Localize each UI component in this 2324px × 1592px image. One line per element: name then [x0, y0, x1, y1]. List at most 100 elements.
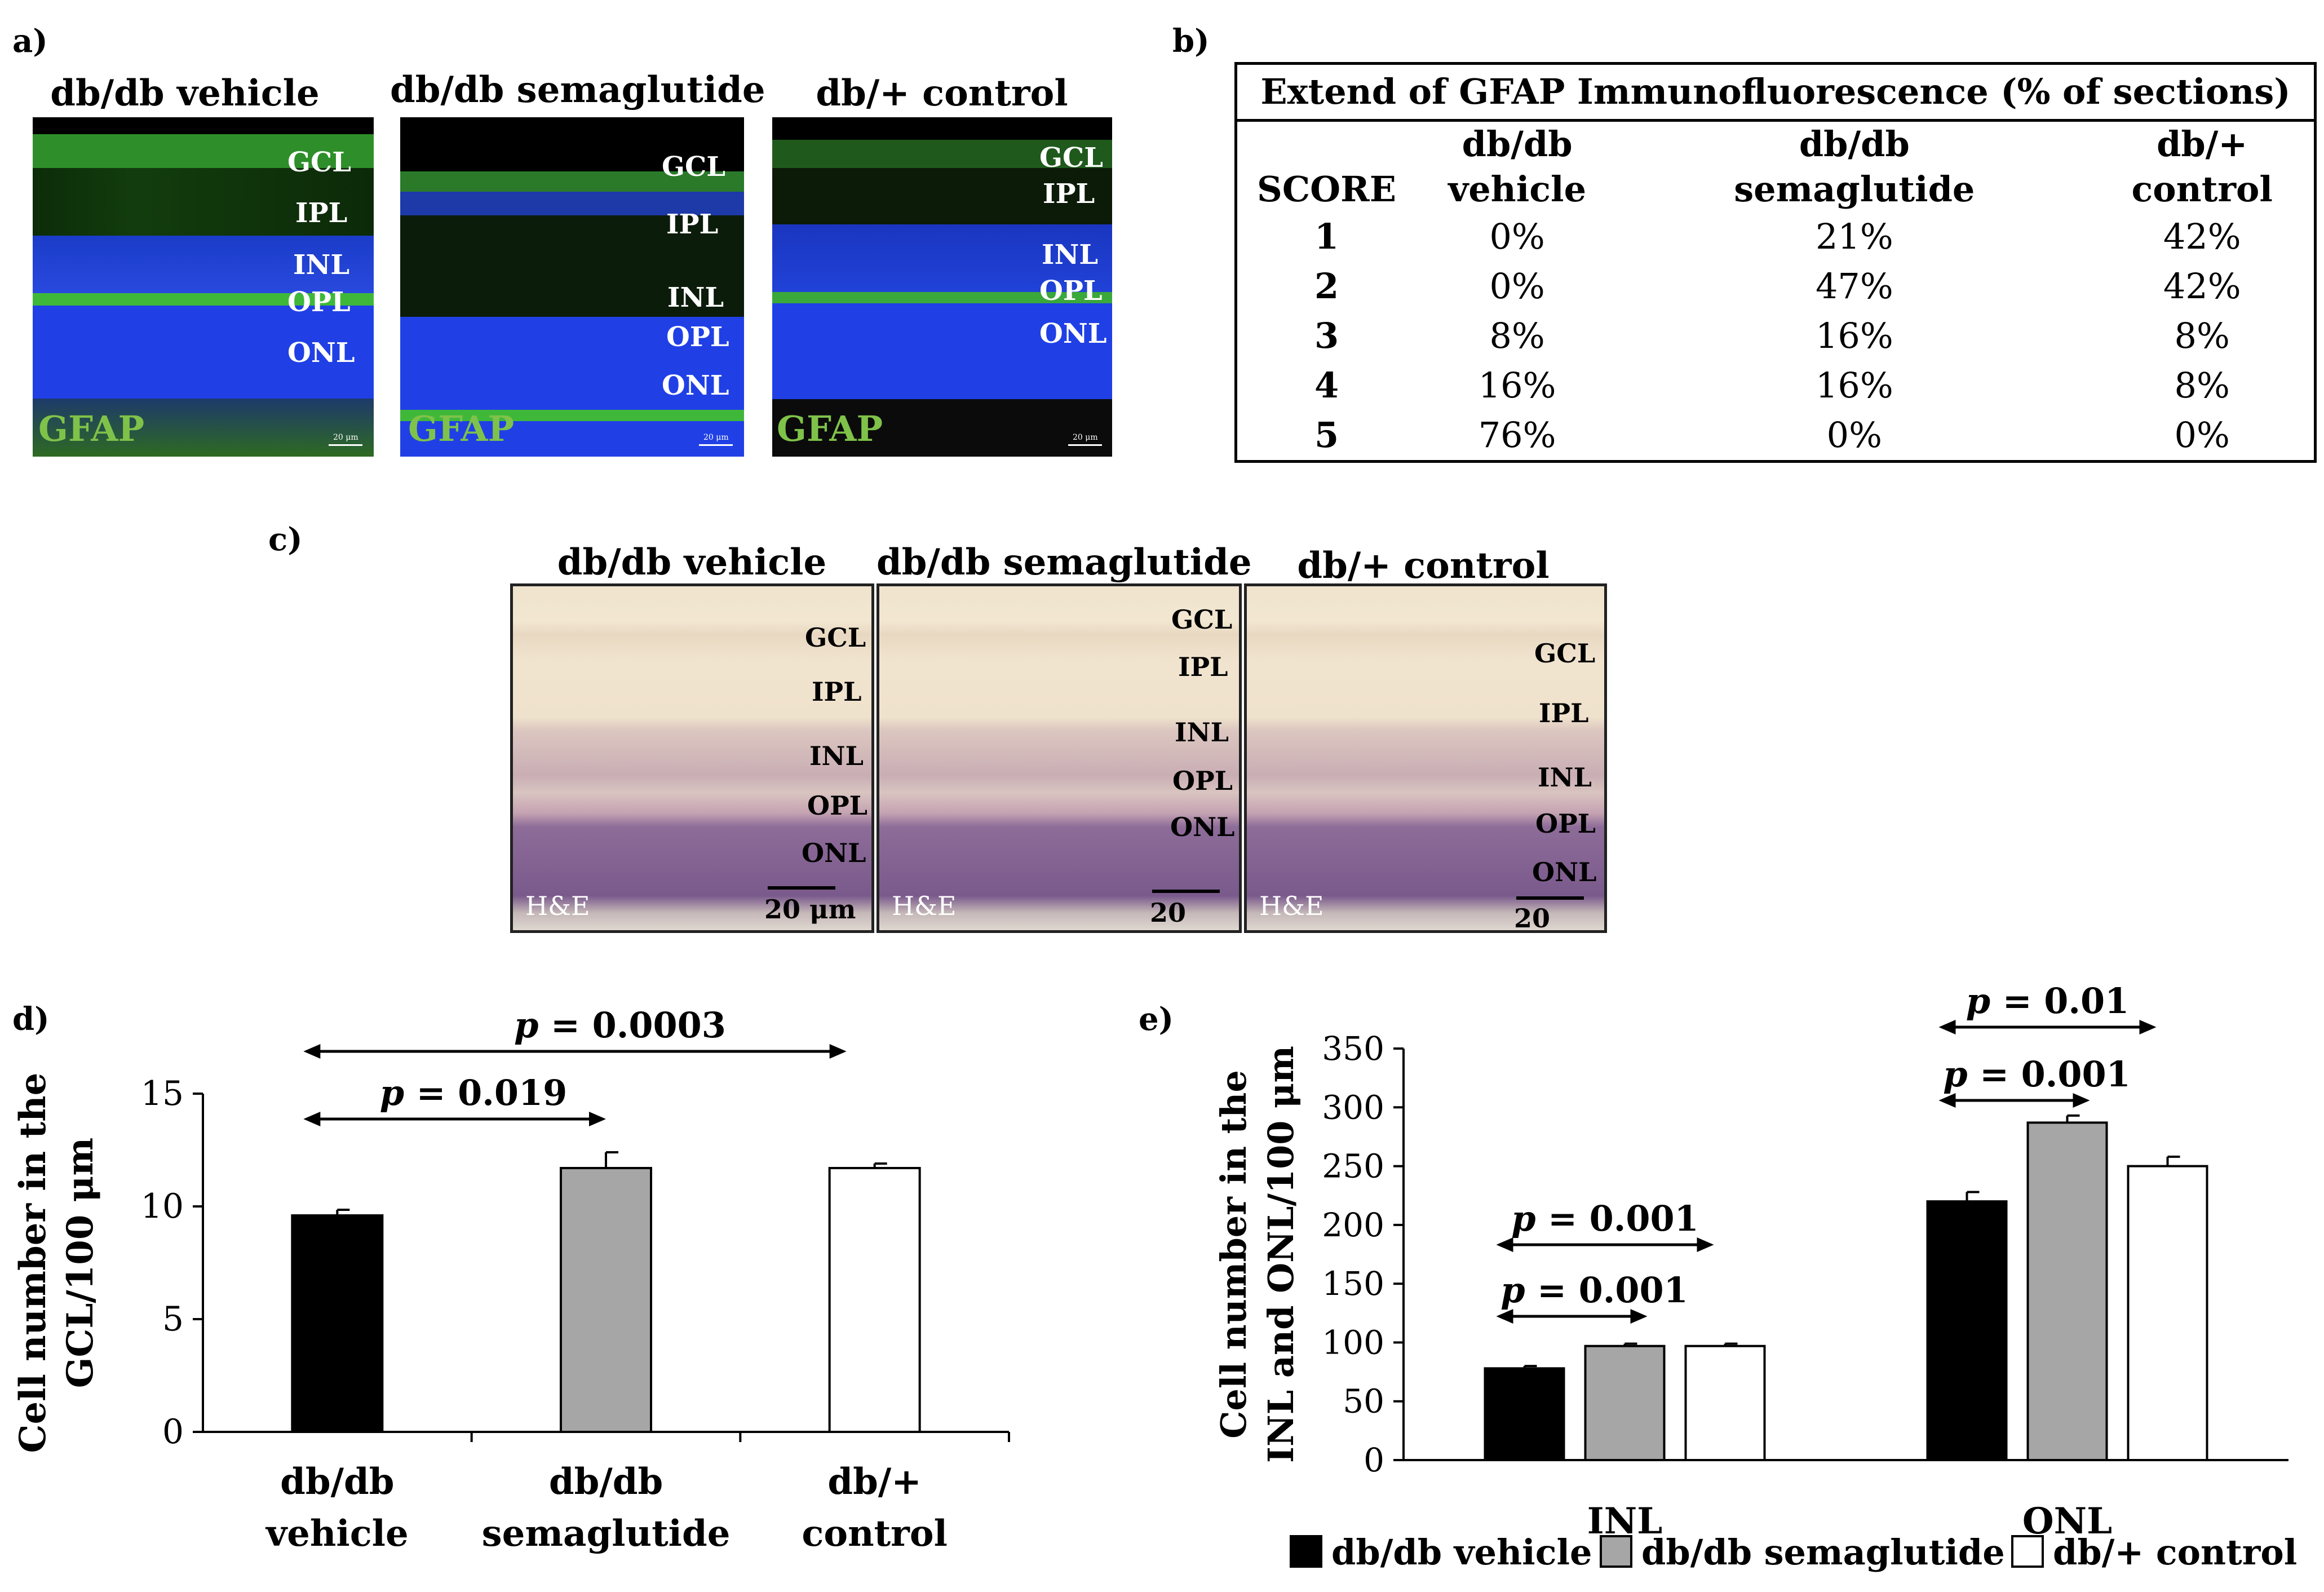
- y-tick-label: 10: [141, 1187, 184, 1226]
- gfap-micrograph-semaglutide: GCL IPL INL OPL ONL GFAP 20 μm: [400, 117, 744, 457]
- y-tick-label: 15: [141, 1074, 184, 1113]
- scale-bar-label: 20 μm: [764, 894, 856, 925]
- layer-label-ipl: IPL: [1043, 178, 1095, 210]
- scale-bar: [1516, 896, 1584, 900]
- layer-label-onl: ONL: [1532, 857, 1597, 887]
- y-tick-label: 350: [1322, 1029, 1384, 1068]
- p-value-label: p = 0.0003: [514, 1005, 726, 1046]
- significance-arrow: [303, 1044, 847, 1059]
- chart-gcl-cell-number: 0 5 10 15 db/db vehicle db/db semaglutide db/+ co…: [12, 1005, 1010, 1555]
- bar-inl-db---control: [1684, 1345, 1766, 1462]
- scale-bar-label: 20 μm: [703, 433, 729, 442]
- significance-arrow: [303, 1112, 606, 1126]
- panel-label-c: c): [268, 521, 303, 558]
- svg-text:INL and ONL/100 μm: INL and ONL/100 μm: [1260, 1046, 1302, 1463]
- bar-inl-db-db-vehicle: [1484, 1367, 1565, 1461]
- layer-label-opl: OPL: [1039, 275, 1103, 307]
- scale-bar: [1068, 444, 1102, 446]
- layer-label-ipl: IPL: [1539, 698, 1589, 728]
- significance-arrow: [1496, 1309, 1648, 1324]
- legend-label: db/db vehicle: [1331, 1532, 1592, 1573]
- svg-text:GCL/100 μm: GCL/100 μm: [59, 1138, 101, 1388]
- layer-label-inl: INL: [667, 282, 724, 313]
- layer-label-inl: INL: [1538, 762, 1592, 793]
- col-header: db/+: [2157, 123, 2248, 165]
- x-tick-label: db/db: [280, 1461, 394, 1503]
- layer-label-inl: INL: [293, 249, 350, 281]
- layer-label-ipl: IPL: [1178, 652, 1228, 682]
- col-header: db/db: [1462, 123, 1573, 165]
- x-tick-label: control: [802, 1513, 947, 1555]
- y-tick-label: 150: [1322, 1264, 1384, 1303]
- y-tick-label: 5: [162, 1299, 184, 1339]
- bar-onl-db---control: [2127, 1165, 2208, 1462]
- layer-label-opl: OPL: [807, 790, 868, 821]
- layer-label-opl: OPL: [287, 286, 351, 318]
- layer-label-opl: OPL: [1535, 808, 1596, 839]
- he-stain-label: H&E: [525, 891, 590, 921]
- y-tick-label: 0: [1364, 1441, 1384, 1479]
- panel-c-title-vehicle: db/db vehicle: [557, 541, 827, 583]
- layer-label-gcl: GCL: [1039, 142, 1103, 174]
- layer-label-gcl: GCL: [1534, 638, 1596, 669]
- table-row: 3 8% 16% 8%: [1314, 315, 2230, 356]
- p-value-label: p = 0.001: [1511, 1198, 1699, 1239]
- p-value-label: p = 0.019: [380, 1072, 568, 1113]
- he-micrograph-semaglutide: GCL IPL INL OPL ONL H&E 20 μm: [877, 583, 1242, 933]
- y-tick-label: 250: [1322, 1147, 1384, 1186]
- bar-db---control: [828, 1167, 921, 1433]
- table-row: 4 16% 16% 8%: [1314, 365, 2230, 406]
- he-stain-label: H&E: [1259, 891, 1324, 921]
- y-tick-label: 100: [1322, 1323, 1384, 1361]
- table-row: 5 76% 0% 0%: [1314, 414, 2230, 456]
- gfap-stain-label: GFAP: [38, 408, 145, 449]
- scale-bar: [699, 444, 733, 446]
- y-axis-label: Cell number in the INL and ONL/100 μm: [1213, 1046, 1302, 1463]
- layer-label-gcl: GCL: [805, 622, 866, 653]
- layer-label-onl: ONL: [802, 838, 866, 868]
- layer-label-onl: ONL: [662, 370, 729, 401]
- gfap-score-table: Extend of GFAP Immunofluorescence (% of …: [1234, 62, 2317, 463]
- legend-label: db/+ control: [2053, 1532, 2297, 1573]
- x-tick-label: semaglutide: [482, 1513, 731, 1555]
- col-header: semaglutide: [1734, 169, 1975, 210]
- legend-label: db/db semaglutide: [1641, 1532, 2005, 1573]
- y-tick-label: 50: [1343, 1382, 1384, 1421]
- legend-swatch: [2011, 1535, 2044, 1568]
- panel-a-title-vehicle: db/db vehicle: [50, 72, 320, 114]
- he-stain-label: H&E: [892, 891, 957, 921]
- panel-c-title-control: db/+ control: [1297, 545, 1550, 587]
- scale-bar: [329, 444, 362, 446]
- gfap-stain-label: GFAP: [408, 408, 515, 449]
- layer-label-gcl: GCL: [662, 151, 725, 183]
- col-header: db/db: [1799, 123, 1910, 165]
- col-header: vehicle: [1448, 169, 1587, 210]
- gfap-micrograph-vehicle: GCL IPL INL OPL ONL GFAP 20 μm: [33, 117, 374, 457]
- bar-onl-db-db-semaglutide: [2026, 1121, 2108, 1461]
- p-value-label: p = 0.001: [1500, 1270, 1688, 1311]
- bar-db-db-semaglutide: [560, 1167, 652, 1433]
- scale-bar-label: 20 μm: [333, 433, 358, 442]
- scale-bar: [1152, 890, 1220, 893]
- layer-label-onl: ONL: [1039, 318, 1107, 350]
- layer-label-gcl: GCL: [287, 147, 351, 178]
- layer-label-ipl: IPL: [812, 676, 862, 707]
- table-title: Extend of GFAP Immunofluorescence (% of …: [1236, 63, 2316, 122]
- scale-bar: [768, 886, 835, 890]
- table-row: 1 0% 21% 42%: [1314, 216, 2241, 257]
- panel-c-title-semaglutide: db/db semaglutide: [877, 541, 1252, 583]
- x-tick-label: db/+: [827, 1461, 922, 1503]
- layer-label-onl: ONL: [287, 337, 355, 369]
- layer-label-onl: ONL: [1170, 812, 1235, 842]
- p-value-label: p = 0.001: [1943, 1054, 2131, 1095]
- panel-label-a: a): [12, 23, 48, 60]
- significance-arrow: [1496, 1237, 1714, 1252]
- layer-label-opl: OPL: [666, 321, 729, 353]
- y-tick-label: 0: [162, 1412, 184, 1452]
- scale-bar-label: 20 μm: [1150, 897, 1196, 930]
- x-tick-label: db/db: [549, 1461, 663, 1503]
- scale-bar-label: 20 μm: [1073, 433, 1098, 442]
- panel-a-title-semaglutide: db/db semaglutide: [390, 69, 765, 111]
- layer-label-gcl: GCL: [1171, 604, 1233, 635]
